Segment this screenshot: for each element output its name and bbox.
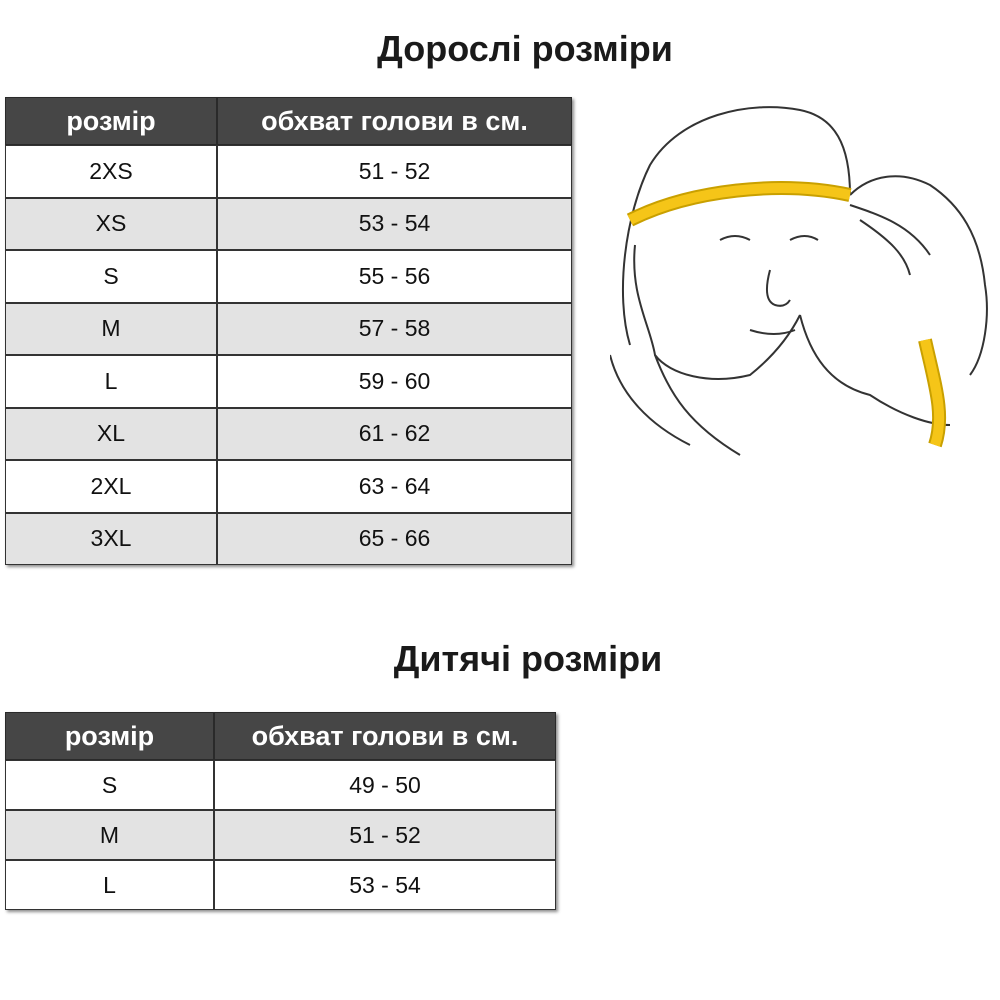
circumference-cell: 61 - 62: [217, 407, 572, 460]
circumference-cell: обхват голови в см.: [214, 712, 556, 760]
circumference-cell: 55 - 56: [217, 250, 572, 303]
circumference-cell: 49 - 50: [214, 760, 556, 810]
size-cell: розмір: [5, 97, 217, 145]
circumference-cell: 51 - 52: [214, 810, 556, 860]
table-row: 2XL 63 - 64: [5, 460, 572, 513]
size-cell: M: [5, 810, 214, 860]
circumference-cell: 51 - 52: [217, 145, 572, 198]
circumference-cell: 59 - 60: [217, 355, 572, 408]
adult-table: розмір обхват голови в см. 2XS 51 - 52 XS 53 …: [5, 97, 572, 565]
size-cell: 2XL: [5, 460, 217, 513]
circumference-cell: 53 - 54: [217, 197, 572, 250]
size-cell: 3XL: [5, 512, 217, 565]
table-row: L 53 - 54: [5, 860, 556, 910]
size-cell: S: [5, 250, 217, 303]
circumference-cell: 57 - 58: [217, 302, 572, 355]
table-row: S 49 - 50: [5, 760, 556, 810]
table-row: L 59 - 60: [5, 355, 572, 408]
table-row: S 55 - 56: [5, 250, 572, 303]
circumference-cell: 63 - 64: [217, 460, 572, 513]
size-cell: XS: [5, 197, 217, 250]
size-cell: 2XS: [5, 145, 217, 198]
head-measure-illustration: [610, 106, 988, 456]
circumference-cell: обхват голови в см.: [217, 97, 572, 145]
size-cell: XL: [5, 407, 217, 460]
circumference-cell: 65 - 66: [217, 512, 572, 565]
kids-title: Дитячі розміри: [393, 638, 663, 679]
table-row: XS 53 - 54: [5, 197, 572, 250]
size-cell: L: [5, 355, 217, 408]
circumference-cell: 53 - 54: [214, 860, 556, 910]
size-cell: M: [5, 302, 217, 355]
size-cell: розмір: [5, 712, 214, 760]
kids-table: розмір обхват голови в см. S 49 - 50 M 51 - 5…: [5, 712, 556, 910]
header-row: розмір обхват голови в см.: [5, 712, 556, 760]
size-cell: S: [5, 760, 214, 810]
table-row: 2XS 51 - 52: [5, 145, 572, 198]
table-row: XL 61 - 62: [5, 407, 572, 460]
table-row: 3XL 65 - 66: [5, 512, 572, 565]
header-row: розмір обхват голови в см.: [5, 97, 572, 145]
table-row: M 57 - 58: [5, 302, 572, 355]
adult-title: Дорослі розміри: [377, 28, 673, 69]
size-cell: L: [5, 860, 214, 910]
table-row: M 51 - 52: [5, 810, 556, 860]
